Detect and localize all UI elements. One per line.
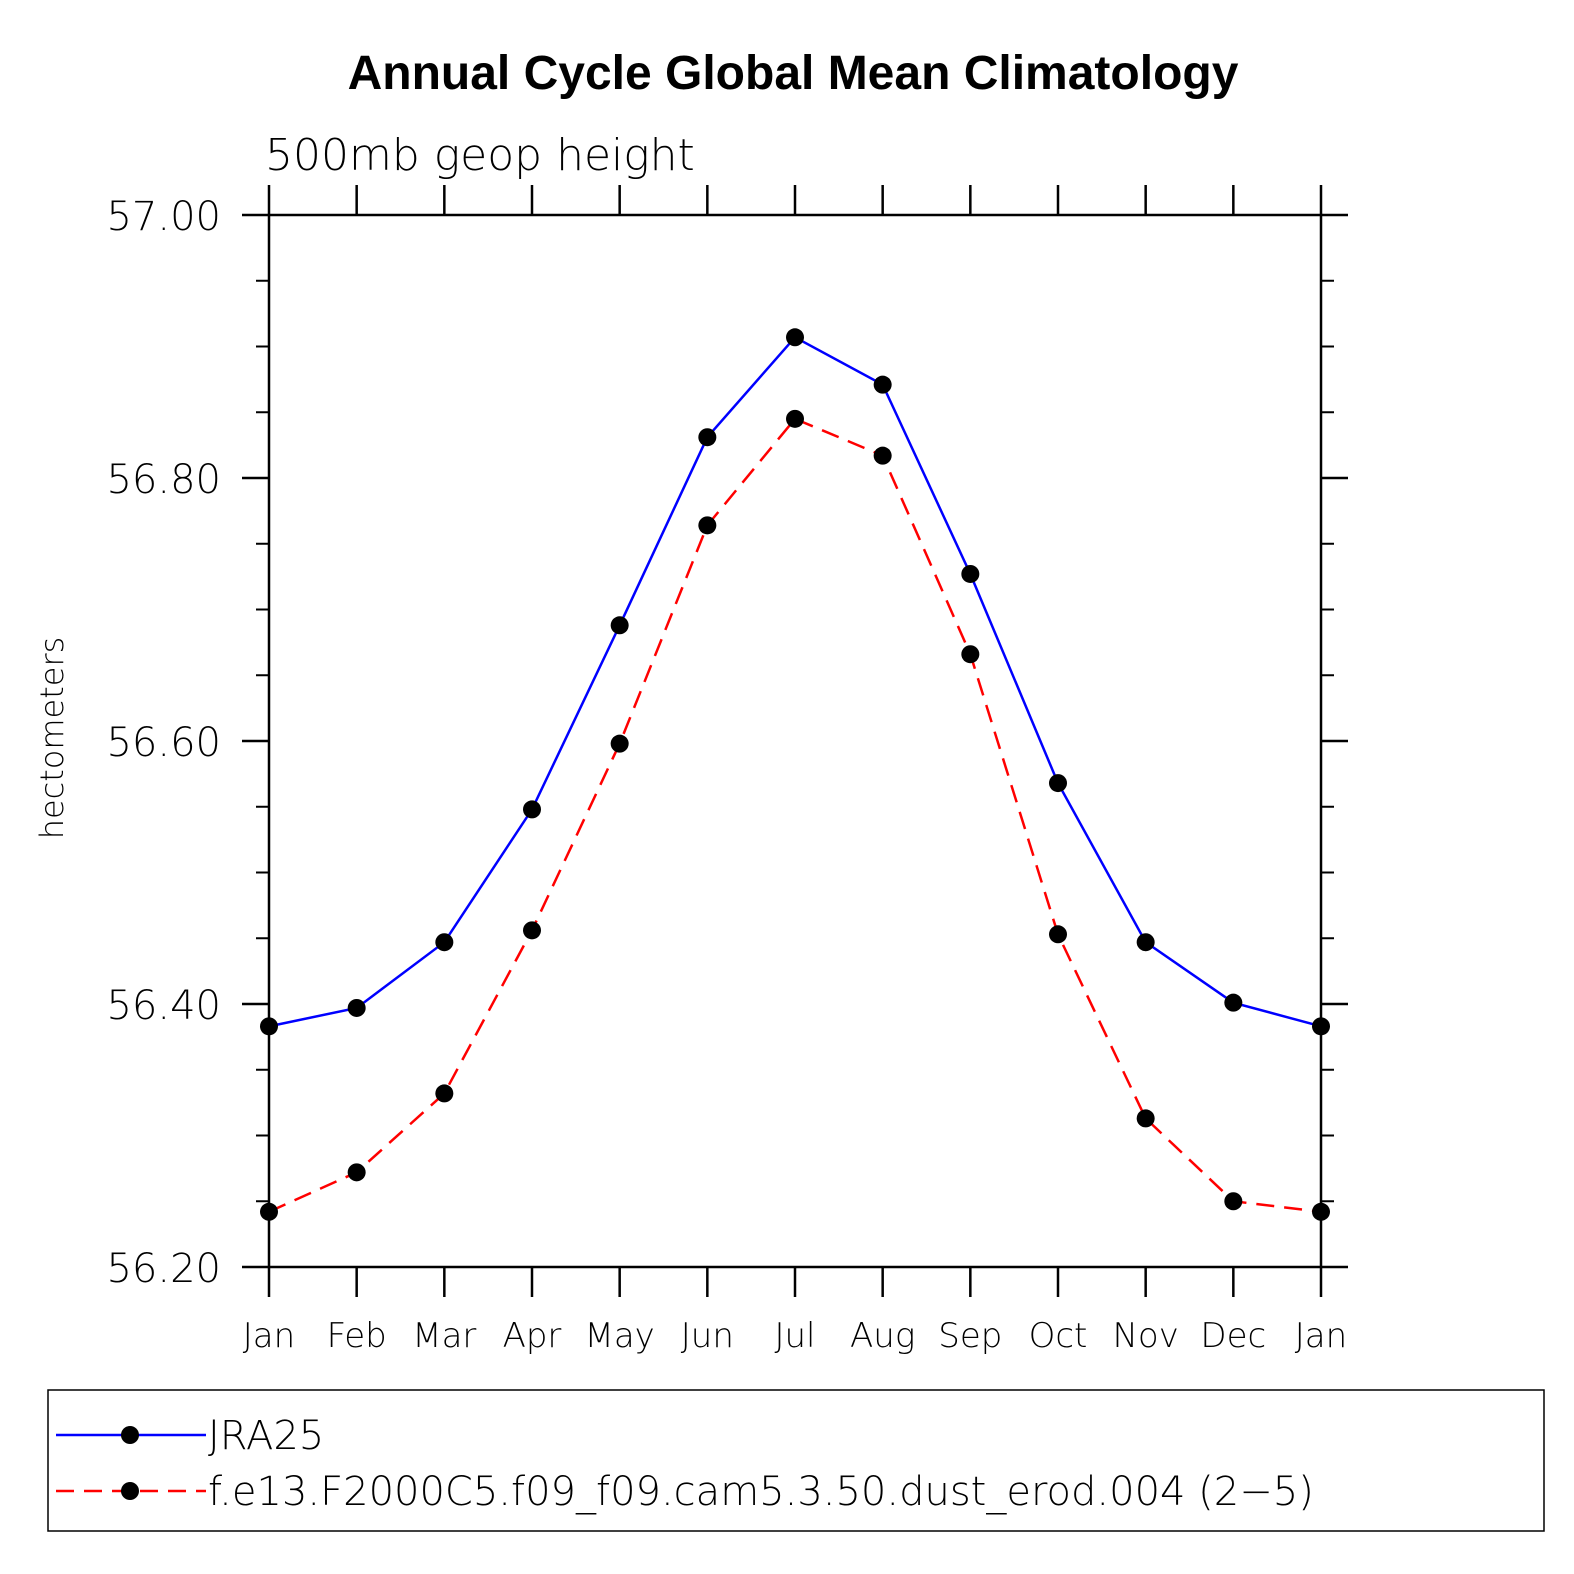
x-tick-label: Jan bbox=[1295, 1316, 1347, 1356]
series-lines bbox=[268, 335, 1322, 1214]
plot-frame bbox=[267, 213, 1323, 1269]
x-tick-label: Feb bbox=[327, 1316, 387, 1356]
x-tick-label: Jun bbox=[681, 1316, 734, 1356]
x-tick-label: Jul bbox=[774, 1316, 815, 1356]
data-point bbox=[961, 564, 980, 583]
data-point bbox=[873, 446, 892, 465]
y-tick-label: 56.60 bbox=[106, 720, 221, 766]
data-point bbox=[961, 645, 980, 664]
y-tick-label: 57.00 bbox=[106, 194, 221, 240]
x-tick-label: Sep bbox=[938, 1316, 1002, 1356]
x-tick-label: Nov bbox=[1112, 1316, 1178, 1356]
chart-subtitle: 500mb geop height bbox=[265, 130, 695, 181]
x-tick-label: May bbox=[585, 1316, 655, 1356]
legend-marker-1 bbox=[121, 1482, 139, 1500]
data-point bbox=[1049, 925, 1067, 944]
data-point bbox=[786, 328, 804, 347]
legend: JRA25 f.e13.F2000C5.f09_f09.cam5.3.50.dus… bbox=[56, 1413, 1314, 1515]
data-point bbox=[523, 800, 541, 819]
y-axis-label: hectometers bbox=[33, 637, 71, 840]
x-tick-label: Dec bbox=[1200, 1316, 1266, 1356]
data-point bbox=[1224, 1192, 1243, 1211]
data-point bbox=[1312, 1202, 1330, 1221]
data-point bbox=[698, 428, 717, 447]
data-point bbox=[1224, 993, 1243, 1012]
data-point bbox=[786, 409, 804, 428]
x-tick-label: Oct bbox=[1029, 1316, 1088, 1356]
y-tick-labels: 57.00 56.80 56.60 56.40 56.20 bbox=[106, 194, 221, 1292]
data-point bbox=[347, 998, 366, 1017]
legend-marker-0 bbox=[121, 1426, 139, 1444]
y-tick-label: 56.40 bbox=[106, 983, 221, 1029]
y-tick-label: 56.20 bbox=[106, 1246, 221, 1292]
data-point bbox=[610, 734, 629, 753]
data-point bbox=[1312, 1017, 1330, 1036]
x-tick-label: Aug bbox=[850, 1316, 915, 1356]
data-point bbox=[1136, 933, 1155, 952]
axis-ticks bbox=[242, 185, 1348, 1297]
data-point bbox=[1049, 774, 1067, 793]
series-line-0 bbox=[268, 335, 1322, 1028]
x-tick-label: Apr bbox=[503, 1316, 562, 1356]
legend-label-1: f.e13.F2000C5.f09_f09.cam5.3.50.dust_ero… bbox=[208, 1469, 1314, 1515]
y-tick-label: 56.80 bbox=[106, 457, 221, 503]
x-tick-label: Mar bbox=[412, 1316, 476, 1356]
data-point bbox=[435, 1084, 454, 1103]
data-point bbox=[260, 1202, 278, 1221]
data-point bbox=[347, 1163, 366, 1182]
data-point bbox=[873, 375, 892, 394]
series-line-1 bbox=[268, 417, 1322, 1214]
series-points bbox=[260, 328, 1330, 1221]
data-point bbox=[435, 933, 454, 952]
data-point bbox=[1136, 1109, 1155, 1128]
chart-title: Annual Cycle Global Mean Climatology bbox=[348, 47, 1239, 100]
x-tick-labels: Jan Feb Mar Apr May Jun Jul Aug Sep Oct Nov Dec Jan bbox=[243, 1316, 1347, 1356]
data-point bbox=[523, 921, 541, 940]
legend-label-0: JRA25 bbox=[208, 1413, 324, 1459]
data-point bbox=[610, 616, 629, 635]
data-point bbox=[698, 516, 717, 535]
data-point bbox=[260, 1017, 278, 1036]
x-tick-label: Jan bbox=[243, 1316, 295, 1356]
legend-box bbox=[47, 1389, 1545, 1532]
